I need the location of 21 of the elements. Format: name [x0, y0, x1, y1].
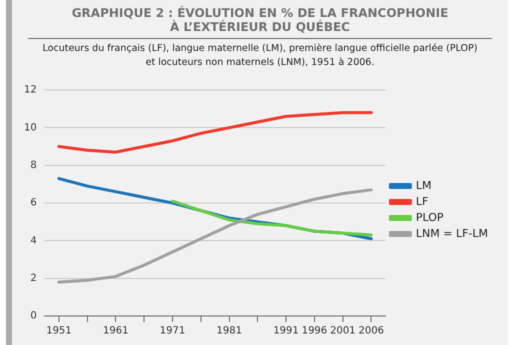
x-tick-label: 2001	[330, 326, 356, 337]
y-tick-label: 2	[30, 272, 37, 284]
y-tick-label: 4	[30, 235, 37, 246]
x-tick-label: 2006	[358, 326, 384, 337]
x-tick-label: 1961	[102, 326, 128, 337]
x-tick-label: 1996	[302, 326, 328, 337]
y-tick-label: 0	[30, 310, 37, 322]
y-tick-label: 10	[24, 122, 37, 134]
x-tick-label: 1981	[216, 326, 242, 337]
chart-title: GRAPHIQUE 2 : ÉVOLUTION EN % DE LA FRANCOPHONIE À L’EXTÉRIEUR DU QUÉBEC	[70, 6, 450, 34]
legend-label: LF	[416, 194, 428, 208]
legend-label: LNM = LF-LM	[416, 226, 488, 240]
chart-subtitle: Locuteurs du français (LF), langue maternelle (LM), première langue officielle parlée (PLOP) et locuteurs non maternels (LNM), 1951 à 2006.	[42, 42, 478, 70]
x-tick-label: 1951	[46, 326, 72, 337]
y-tick-label: 8	[30, 160, 37, 171]
legend-label: LM	[416, 178, 432, 192]
x-tick-label: 1991	[273, 326, 299, 337]
legend-label: PLOP	[416, 210, 444, 224]
y-tick-label: 12	[24, 84, 37, 96]
y-tick-label: 6	[30, 198, 37, 209]
x-tick-label: 1971	[160, 326, 186, 337]
